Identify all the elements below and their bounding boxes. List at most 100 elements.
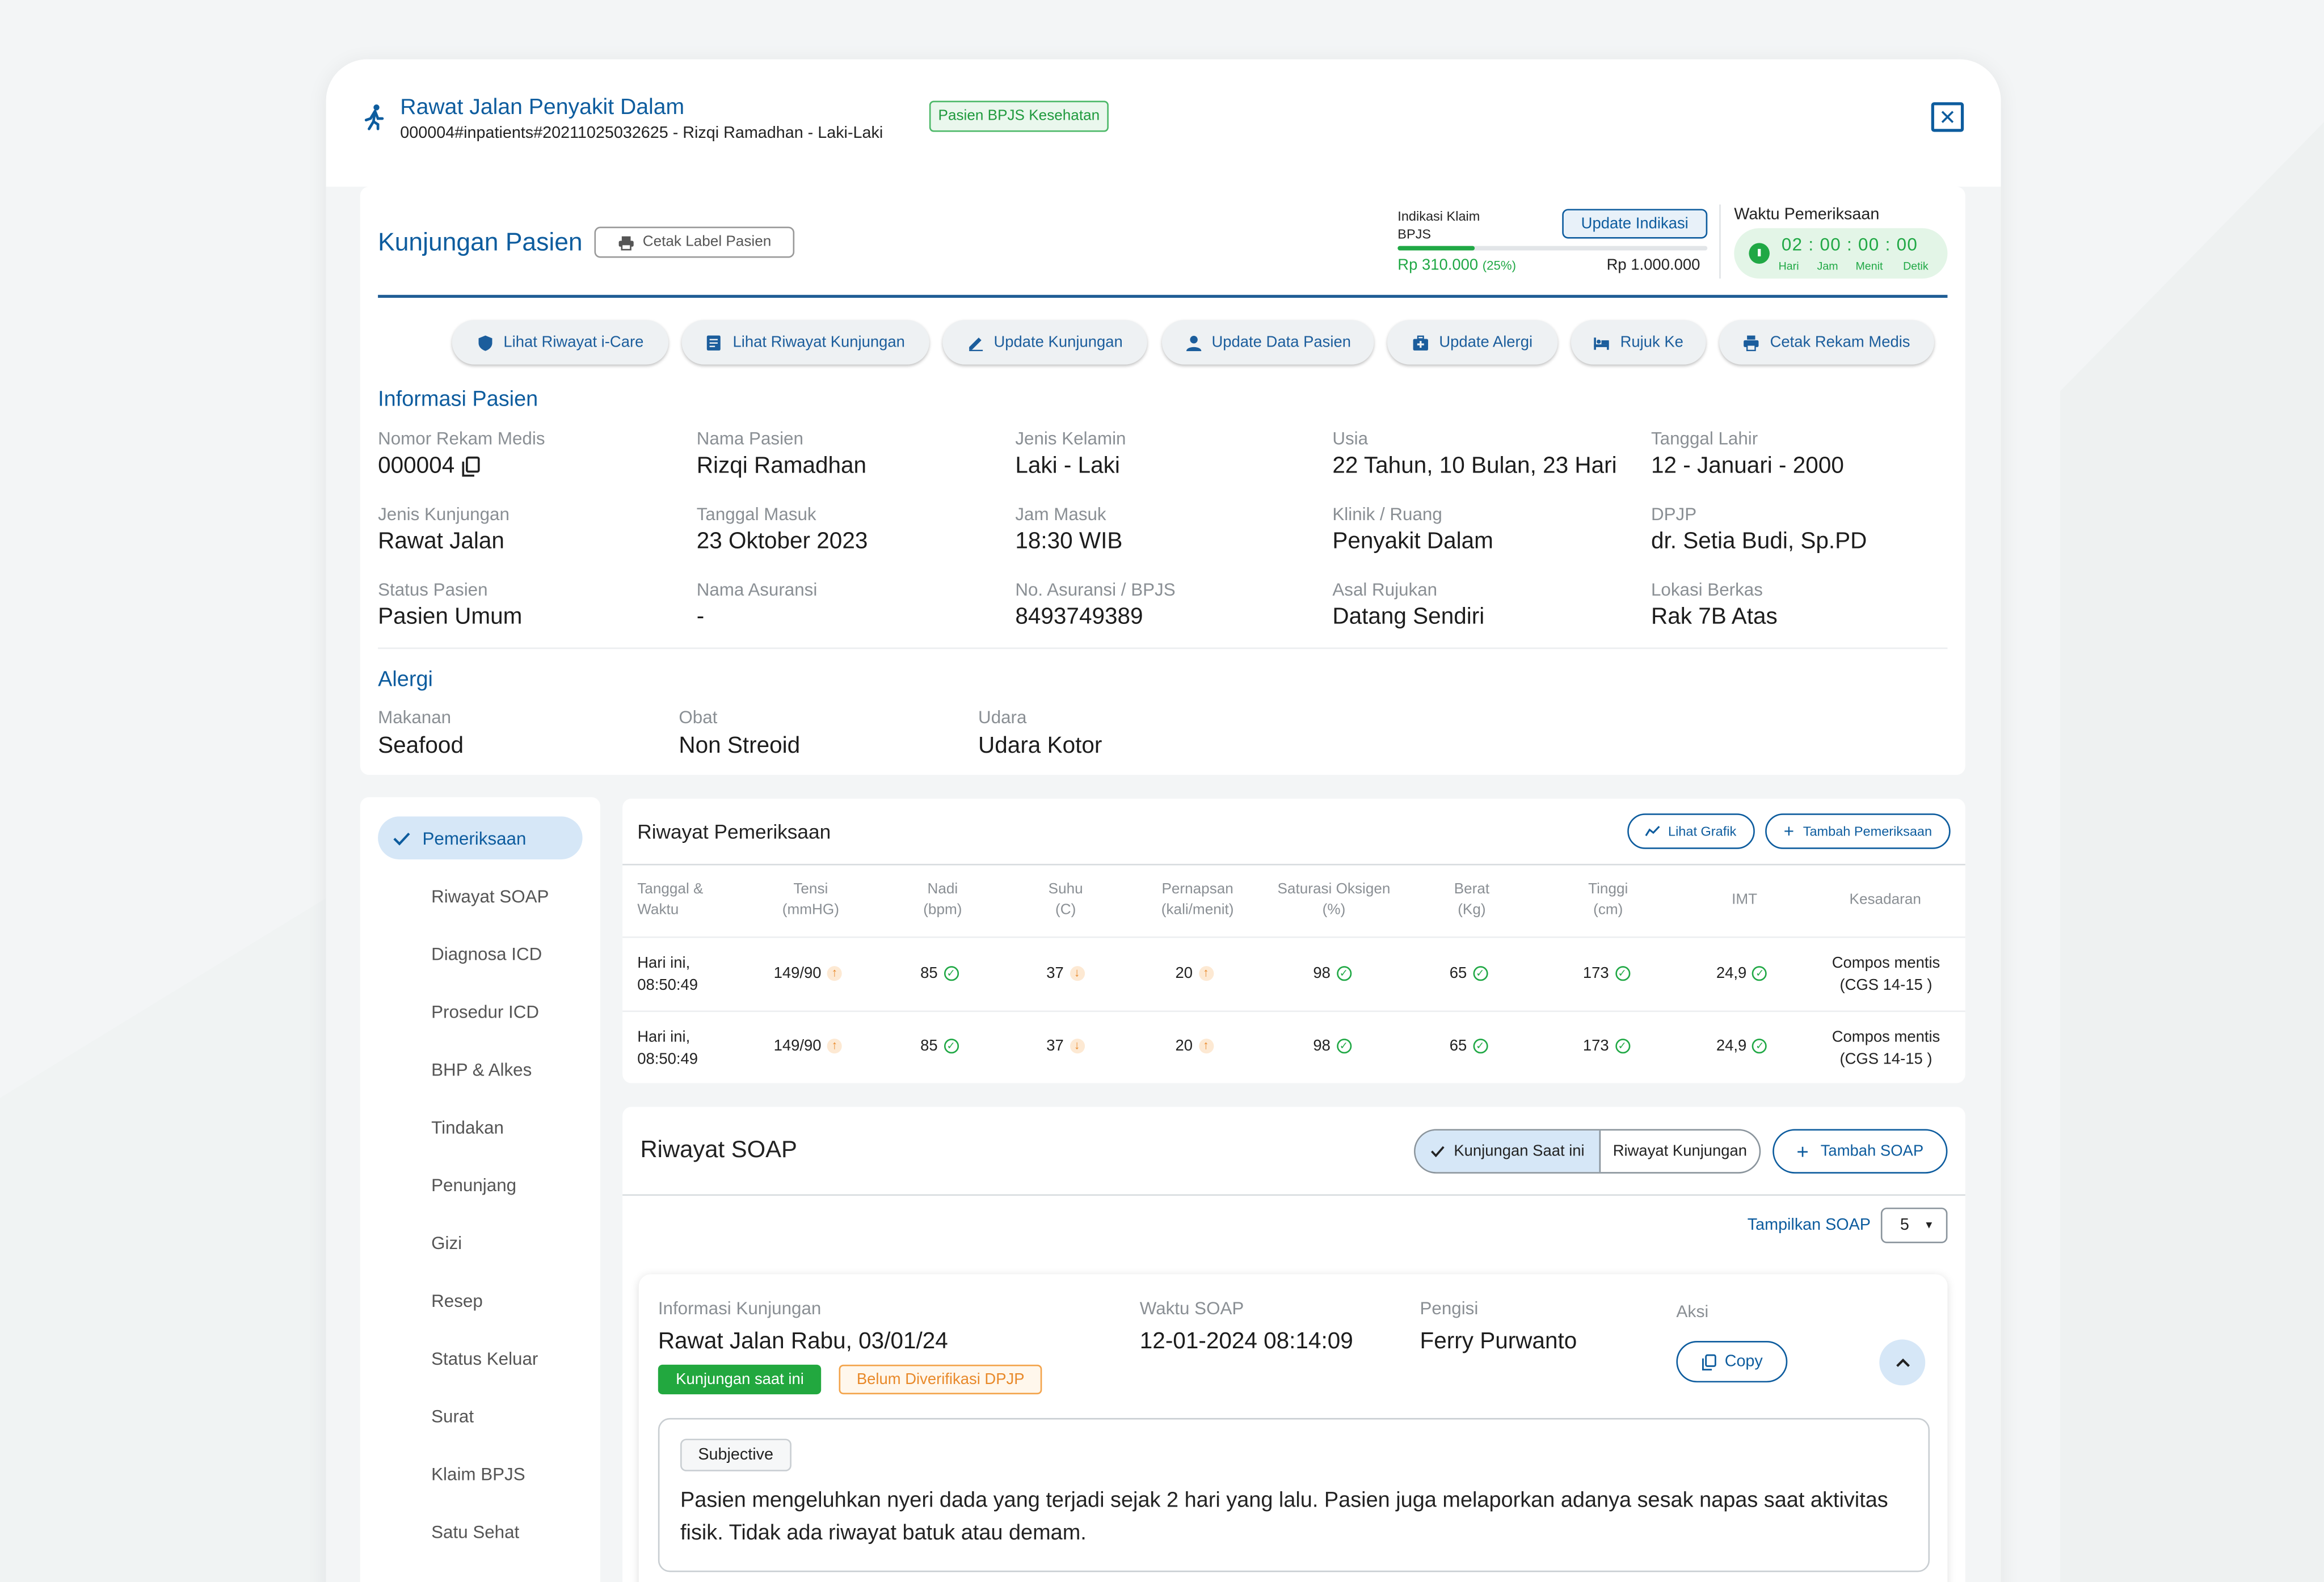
close-button[interactable]: ✕ bbox=[1931, 102, 1964, 132]
add-soap-button[interactable]: + Tambah SOAP bbox=[1773, 1129, 1948, 1174]
field-label: DPJP bbox=[1651, 504, 1697, 525]
field-value: Rizqi Ramadhan bbox=[696, 453, 867, 479]
col-header-line2: (C) bbox=[1055, 902, 1076, 919]
action-label: Aksi bbox=[1676, 1303, 1709, 1322]
col-header-line1: Saturasi Oksigen bbox=[1277, 881, 1391, 898]
arrow-up-icon: ↑ bbox=[1198, 1039, 1214, 1054]
check-circle-icon: ✓ bbox=[1615, 966, 1630, 981]
show-soap-select[interactable]: 5 ▼ bbox=[1880, 1207, 1948, 1243]
chevron-up-icon bbox=[1895, 1359, 1909, 1367]
add-soap-label: Tambah SOAP bbox=[1820, 1142, 1924, 1161]
check-circle-icon: ✓ bbox=[1752, 1039, 1767, 1054]
col-header-suhu: Suhu (C) bbox=[1014, 880, 1118, 922]
print-label-text: Cetak Label Pasien bbox=[642, 234, 772, 251]
cell-nadi: 85 ✓ bbox=[920, 964, 959, 982]
timer-unit-jam: Jam bbox=[1817, 259, 1838, 273]
copy-icon[interactable] bbox=[461, 456, 480, 478]
col-header-line2: (kali/menit) bbox=[1161, 902, 1234, 919]
sidebar-item-tindakan[interactable]: Tindakan bbox=[431, 1117, 504, 1138]
show-soap-label: Tampilkan SOAP bbox=[1747, 1216, 1871, 1234]
arrow-down-icon: ↓ bbox=[1070, 1039, 1085, 1054]
shield-icon bbox=[478, 335, 492, 351]
sidebar-item-prosedur-icd[interactable]: Prosedur ICD bbox=[431, 1001, 540, 1023]
add-exam-label: Tambah Pemeriksaan bbox=[1803, 824, 1933, 839]
person-icon bbox=[1185, 335, 1201, 351]
cell-date-time: 08:50:49 bbox=[637, 1051, 698, 1069]
field-value: - bbox=[696, 604, 705, 630]
col-header-line2: (bpm) bbox=[923, 902, 962, 919]
field-value: Penyakit Dalam bbox=[1332, 529, 1493, 554]
col-header-line1: Nadi bbox=[927, 881, 958, 898]
sidebar-item-klaim-bpjs[interactable]: Klaim BPJS bbox=[431, 1463, 525, 1485]
action-label: Cetak Rekam Medis bbox=[1770, 333, 1910, 352]
table-top-border bbox=[622, 863, 1965, 866]
show-soap-value: 5 bbox=[1900, 1216, 1909, 1234]
printer-icon bbox=[618, 235, 633, 250]
sidebar-item-bhp-alkes[interactable]: BHP & Alkes bbox=[431, 1059, 532, 1081]
sidebar-item-pemeriksaan[interactable]: Pemeriksaan bbox=[378, 816, 583, 860]
tab-current-visit[interactable]: Kunjungan Saat ini bbox=[1415, 1130, 1601, 1172]
check-circle-icon: ✓ bbox=[1472, 1039, 1488, 1054]
col-header-line2: (%) bbox=[1322, 902, 1346, 919]
cell-kesadaran: Compos mentis (CGS 14-15 ) bbox=[1823, 1027, 1949, 1071]
sidebar-item-gizi[interactable]: Gizi bbox=[431, 1233, 462, 1254]
collapse-button[interactable] bbox=[1879, 1339, 1926, 1386]
table-header-border bbox=[622, 936, 1965, 938]
action-label: Update Data Pasien bbox=[1211, 333, 1351, 352]
sidebar-item-resep[interactable]: Resep bbox=[431, 1290, 483, 1311]
filler-value: Ferry Purwanto bbox=[1420, 1329, 1577, 1355]
cell-value: 85 bbox=[920, 964, 938, 982]
field-label: Jenis Kelamin bbox=[1015, 428, 1126, 449]
bed-icon bbox=[1594, 336, 1610, 349]
update-kunjungan-button[interactable]: Update Kunjungan bbox=[942, 320, 1147, 365]
sidebar-item-penunjang[interactable]: Penunjang bbox=[431, 1175, 517, 1196]
cetak-rekam-medis-button[interactable]: Cetak Rekam Medis bbox=[1719, 320, 1934, 365]
action-label: Update Kunjungan bbox=[993, 333, 1123, 352]
field-label: Nama Asuransi bbox=[696, 579, 818, 600]
print-label-button[interactable]: Cetak Label Pasien bbox=[594, 226, 795, 258]
lihat-riwayat-kunjungan-button[interactable]: Lihat Riwayat Kunjungan bbox=[681, 320, 929, 365]
sidebar-item-diagnosa-icd[interactable]: Diagnosa ICD bbox=[431, 943, 542, 965]
check-icon bbox=[1430, 1146, 1445, 1158]
col-header-line2: (mmHG) bbox=[782, 902, 839, 919]
arrow-up-icon: ↑ bbox=[1198, 966, 1214, 981]
action-label: Rujuk Ke bbox=[1620, 333, 1683, 352]
cell-date-time: 08:50:49 bbox=[637, 976, 698, 994]
cell-date: Hari ini, 08:50:49 bbox=[637, 1027, 698, 1071]
sidebar-item-status-keluar[interactable]: Status Keluar bbox=[431, 1348, 538, 1369]
sidebar-item-surat[interactable]: Surat bbox=[431, 1406, 474, 1427]
bpjs-badge: Pasien BPJS Kesehatan bbox=[929, 100, 1109, 132]
col-header-berat: Berat (Kg) bbox=[1428, 880, 1517, 922]
update-indication-button[interactable]: Update Indikasi bbox=[1562, 209, 1708, 239]
timer-detik: 00 bbox=[1896, 234, 1918, 255]
add-exam-button[interactable]: + Tambah Pemeriksaan bbox=[1765, 813, 1951, 849]
update-alergi-button[interactable]: Update Alergi bbox=[1387, 320, 1558, 365]
update-data-pasien-button[interactable]: Update Data Pasien bbox=[1161, 320, 1374, 365]
tab-visit-history[interactable]: Riwayat Kunjungan bbox=[1613, 1142, 1748, 1161]
arrow-up-icon: ↑ bbox=[827, 1039, 843, 1054]
col-header-saturasi: Saturasi Oksigen (%) bbox=[1267, 880, 1400, 922]
claim-progress-fill bbox=[1397, 246, 1475, 251]
cell-value: 24,9 bbox=[1716, 964, 1747, 982]
sidebar-item-riwayat-soap[interactable]: Riwayat SOAP bbox=[431, 886, 549, 907]
copy-button[interactable]: Copy bbox=[1676, 1341, 1788, 1383]
view-chart-button[interactable]: Lihat Grafik bbox=[1627, 813, 1755, 849]
cell-value: 173 bbox=[1582, 964, 1609, 982]
col-header-napas: Pernapsan (kali/menit) bbox=[1138, 880, 1257, 922]
background-shape bbox=[0, 889, 341, 1582]
visit-divider bbox=[378, 294, 1948, 297]
cell-kesadaran-status: Compos mentis bbox=[1832, 954, 1940, 972]
check-circle-icon: ✓ bbox=[1752, 966, 1767, 981]
cell-value: 65 bbox=[1449, 1037, 1467, 1055]
cell-value: 37 bbox=[1046, 1037, 1064, 1055]
lihat-riwayat-icare-button[interactable]: Lihat Riwayat i-Care bbox=[452, 320, 669, 365]
subjective-text: Pasien mengeluhkan nyeri dada yang terja… bbox=[680, 1489, 1888, 1546]
visit-info-value: Rawat Jalan Rabu, 03/01/24 bbox=[658, 1329, 948, 1355]
view-chart-label: Lihat Grafik bbox=[1668, 824, 1737, 839]
claim-used-pct: (25%) bbox=[1482, 258, 1517, 273]
rujuk-ke-button[interactable]: Rujuk Ke bbox=[1571, 320, 1706, 365]
pencil-icon bbox=[968, 336, 982, 351]
sidebar-item-satu-sehat[interactable]: Satu Sehat bbox=[431, 1521, 520, 1543]
cell-value: 98 bbox=[1313, 1037, 1331, 1055]
allergy-label: Makanan bbox=[378, 707, 452, 728]
